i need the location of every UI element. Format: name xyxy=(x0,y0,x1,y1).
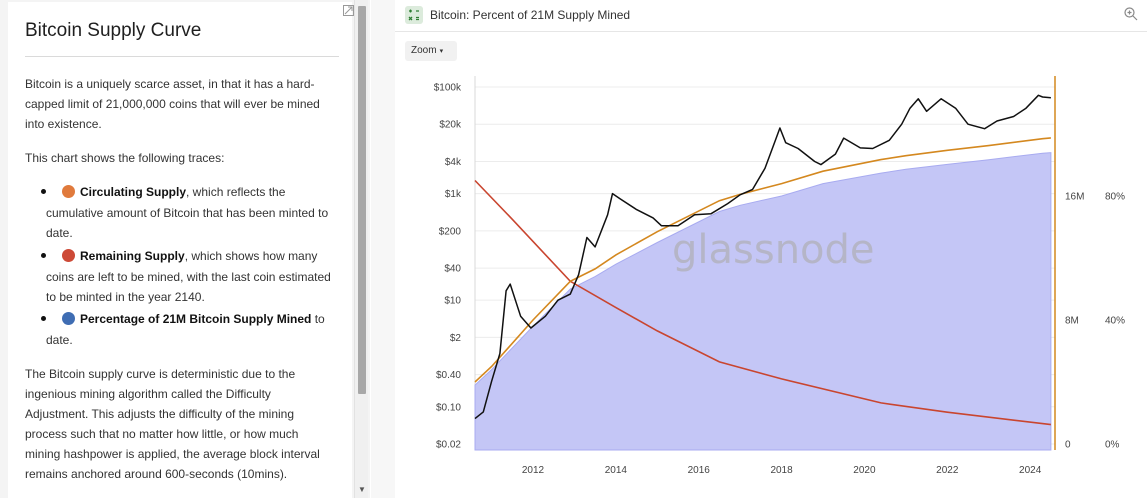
price-axis-tick: $0.02 xyxy=(436,440,461,451)
x-axis-tick: 2014 xyxy=(605,465,628,476)
scrollbar-thumb[interactable] xyxy=(358,6,366,394)
chart-title: Bitcoin: Percent of 21M Supply Mined xyxy=(430,8,631,22)
price-axis-tick: $10 xyxy=(444,296,461,307)
zoom-dropdown[interactable]: Zoom ▾ xyxy=(405,41,457,61)
zoom-in-icon[interactable] xyxy=(1123,6,1139,22)
bullet-dot xyxy=(41,189,46,194)
description-panel: Bitcoin Supply Curve Bitcoin is a unique… xyxy=(0,0,370,498)
bullet-bold: Circulating Supply xyxy=(80,185,187,199)
difficulty-paragraph: The Bitcoin supply curve is deterministi… xyxy=(25,367,320,481)
x-axis-tick: 2012 xyxy=(522,465,545,476)
supply-axis-tick: 8M xyxy=(1065,316,1079,327)
x-axis-tick: 2024 xyxy=(1019,465,1042,476)
percent-axis-tick: 80% xyxy=(1105,192,1125,203)
supply-axis-tick: 0 xyxy=(1065,440,1071,451)
bullet-text: to date. xyxy=(46,312,325,347)
x-axis-tick: 2018 xyxy=(770,465,793,476)
scrollbar[interactable]: ▼ xyxy=(354,0,368,498)
circulating-supply-line xyxy=(474,137,1051,383)
remaining-supply-line xyxy=(474,179,1051,426)
list-item: Percentage of 21M Bitcoin Supply Mined t… xyxy=(41,309,336,350)
supply-axis-tick: 16M xyxy=(1065,192,1084,203)
intro-paragraph: Bitcoin is a uniquely scarce asset, in t… xyxy=(25,77,320,131)
price-line xyxy=(474,94,1051,420)
zoom-label: Zoom xyxy=(411,45,437,56)
percent-mined-area xyxy=(474,152,1052,451)
chevron-down-icon: ▾ xyxy=(439,48,444,55)
scroll-down-icon[interactable]: ▼ xyxy=(358,485,366,494)
list-item: Remaining Supply, which shows how many c… xyxy=(41,246,336,308)
chart-header: Bitcoin: Percent of 21M Supply Mined xyxy=(395,0,1147,32)
price-axis-tick: $1k xyxy=(445,189,462,200)
price-axis-tick: $200 xyxy=(439,226,462,237)
percent-mined-swatch xyxy=(62,312,75,325)
x-axis-tick: 2016 xyxy=(688,465,711,476)
x-axis-tick: 2022 xyxy=(936,465,959,476)
bullet-dot xyxy=(41,316,46,321)
chart-type-icon xyxy=(405,6,423,24)
price-axis-tick: $40 xyxy=(444,264,461,275)
doc-title: Bitcoin Supply Curve xyxy=(25,20,202,41)
circulating-supply-swatch xyxy=(62,185,75,198)
percent-axis-tick: 0% xyxy=(1105,440,1120,451)
description-card: Bitcoin Supply Curve Bitcoin is a unique… xyxy=(8,2,352,498)
percent-axis-tick: 40% xyxy=(1105,316,1125,327)
price-axis-tick: $4k xyxy=(445,157,462,168)
watermark: glassnode xyxy=(672,227,875,273)
price-axis-tick: $0.40 xyxy=(436,370,461,381)
bullet-dot xyxy=(41,253,46,258)
bullet-bold: Percentage of 21M Bitcoin Supply Mined xyxy=(80,312,312,326)
traces-intro: This chart shows the following traces: xyxy=(25,151,225,165)
price-axis-tick: $0.10 xyxy=(436,402,461,413)
title-divider xyxy=(25,56,339,57)
expand-icon[interactable] xyxy=(343,5,354,16)
axis-labels: $0.02 $0.10 $0.40 $2 $10 $40 $200 $1k $4k $20k $10… xyxy=(434,83,1125,477)
price-axis-tick: $20k xyxy=(439,120,462,131)
bullet-bold: Remaining Supply xyxy=(80,249,185,263)
bullet-text: , which shows how many coins are left to… xyxy=(46,249,331,304)
x-axis-tick: 2020 xyxy=(853,465,876,476)
price-axis-tick: $2 xyxy=(450,333,462,344)
price-axis-tick: $100k xyxy=(434,83,462,94)
bullet-text: , which reflects the cumulative amount o… xyxy=(46,185,329,240)
list-item: Circulating Supply, which reflects the c… xyxy=(41,182,336,244)
remaining-supply-swatch xyxy=(62,249,75,262)
